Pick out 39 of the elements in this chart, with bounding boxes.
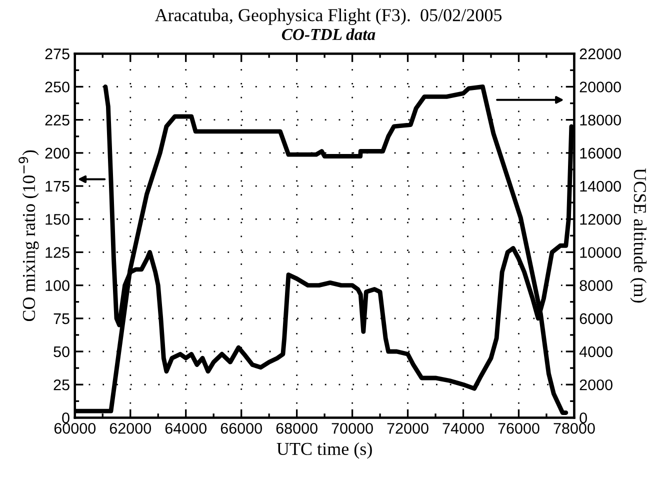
y2-tick-label: 2000 — [580, 379, 612, 390]
x-tick-label: 78000 — [554, 422, 595, 434]
y-tick-label: 50 — [54, 346, 70, 358]
y2-tick-label: 20000 — [580, 82, 621, 92]
y-tick-label: 200 — [45, 148, 70, 159]
y2-tick-label: 4000 — [579, 346, 612, 358]
y-tick-label: 75 — [54, 313, 70, 324]
y-tick-label: 275 — [45, 48, 70, 60]
x-tick-label: 62000 — [110, 422, 152, 434]
y2-axis-title: UCSE altitude (m) — [630, 168, 647, 303]
x-tick-label: 60000 — [54, 422, 96, 434]
y2-tick-label: 16000 — [580, 148, 621, 159]
y-tick-label: 125 — [46, 247, 70, 258]
y2-tick-label: 14000 — [580, 180, 621, 192]
y2-tick-label: 6000 — [580, 313, 612, 324]
x-tick-label: 76000 — [498, 422, 540, 434]
y-tick-label: 250 — [45, 82, 70, 92]
y-tick-label: 100 — [46, 280, 70, 291]
chart-title: Aracatuba, Geophysica Flight (F3). 05/02/2005 — [154, 8, 502, 25]
x-axis-title: UTC time (s) — [276, 442, 372, 459]
y-tick-label: 225 — [45, 114, 70, 126]
y2-tick-label: 8000 — [580, 280, 612, 291]
x-tick-label: 66000 — [220, 422, 262, 434]
y-axis-title: CO mixing ratio (10$^{−9}$) — [18, 150, 39, 322]
x-tick-label: 72000 — [387, 422, 428, 434]
y-tick-label: 0 — [62, 412, 70, 424]
chart-subtitle: CO-TDL data — [282, 28, 376, 40]
y2-tick-label: 12000 — [580, 214, 621, 225]
y-tick-label: 175 — [46, 181, 70, 192]
x-tick-label: 64000 — [165, 422, 207, 434]
y2-tick-label: 22000 — [580, 48, 621, 60]
y-tick-label: 150 — [46, 214, 70, 225]
x-tick-label: 68000 — [276, 422, 318, 434]
x-tick-label: 70000 — [332, 422, 373, 434]
y2-tick-label: 0 — [580, 412, 587, 424]
x-tick-label: 74000 — [442, 422, 484, 434]
y-tick-label: 25 — [54, 379, 70, 390]
y2-tick-label: 10000 — [580, 247, 621, 258]
y2-tick-label: 18000 — [580, 114, 621, 126]
